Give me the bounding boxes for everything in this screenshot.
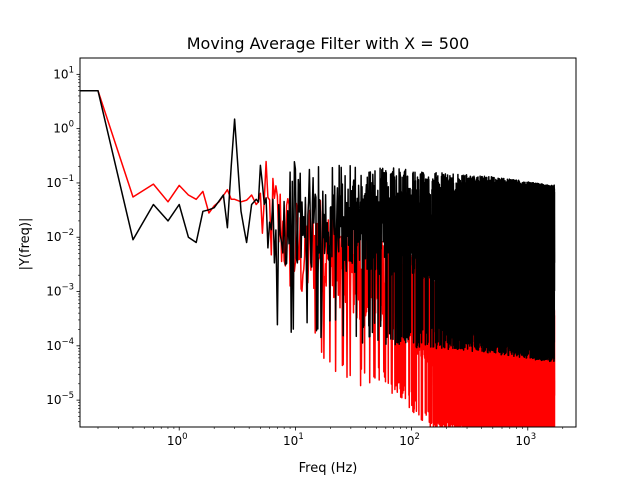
y-tick-label: 10−5 bbox=[46, 391, 74, 407]
plot-area: 100 101 102 103 10−5 10−4 10−3 10−2 10−1 100 101 bbox=[46, 57, 577, 448]
y-tick-label: 101 bbox=[53, 65, 74, 81]
x-tick-label: 100 bbox=[167, 432, 188, 448]
x-tick-label: 102 bbox=[399, 432, 420, 448]
y-tick-label: 100 bbox=[53, 120, 74, 136]
y-tick-label: 10−3 bbox=[46, 283, 74, 299]
y-tick-label: 10−4 bbox=[46, 337, 74, 353]
x-axis-label: Freq (Hz) bbox=[299, 461, 358, 476]
y-axis-label: |Y(freq)| bbox=[18, 218, 33, 271]
y-tick-label: 10−2 bbox=[46, 228, 74, 244]
x-tick-label: 103 bbox=[515, 432, 536, 448]
series-line-2 bbox=[80, 89, 556, 363]
chart-title: Moving Average Filter with X = 500 bbox=[187, 34, 470, 53]
x-tick-label: 101 bbox=[283, 432, 304, 448]
series-group bbox=[80, 89, 556, 427]
y-tick-label: 10−1 bbox=[46, 174, 74, 190]
